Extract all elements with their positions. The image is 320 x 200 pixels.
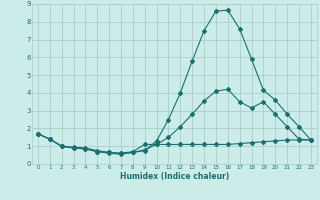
X-axis label: Humidex (Indice chaleur): Humidex (Indice chaleur): [120, 172, 229, 181]
